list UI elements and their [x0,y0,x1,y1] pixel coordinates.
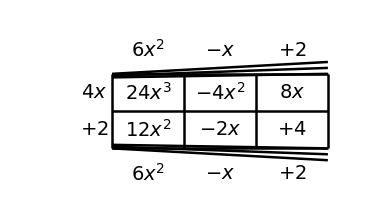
Text: $24x^3$: $24x^3$ [125,82,171,103]
Text: $- x$: $- x$ [205,164,235,183]
Text: $-2x$: $-2x$ [199,120,241,139]
Text: $+4$: $+4$ [277,120,307,139]
Text: $6x^2$: $6x^2$ [131,163,165,185]
Text: $+ 2$: $+ 2$ [277,164,306,183]
Text: $8x$: $8x$ [279,83,305,102]
Text: $+ 2$: $+ 2$ [277,41,306,60]
Text: $4x$: $4x$ [81,83,107,102]
Text: $12x^2$: $12x^2$ [125,119,171,141]
Text: $6x^2$: $6x^2$ [131,39,165,61]
Text: $- x$: $- x$ [205,41,235,60]
Text: $+ 2$: $+ 2$ [80,120,109,139]
Text: $-4x^2$: $-4x^2$ [195,82,245,103]
